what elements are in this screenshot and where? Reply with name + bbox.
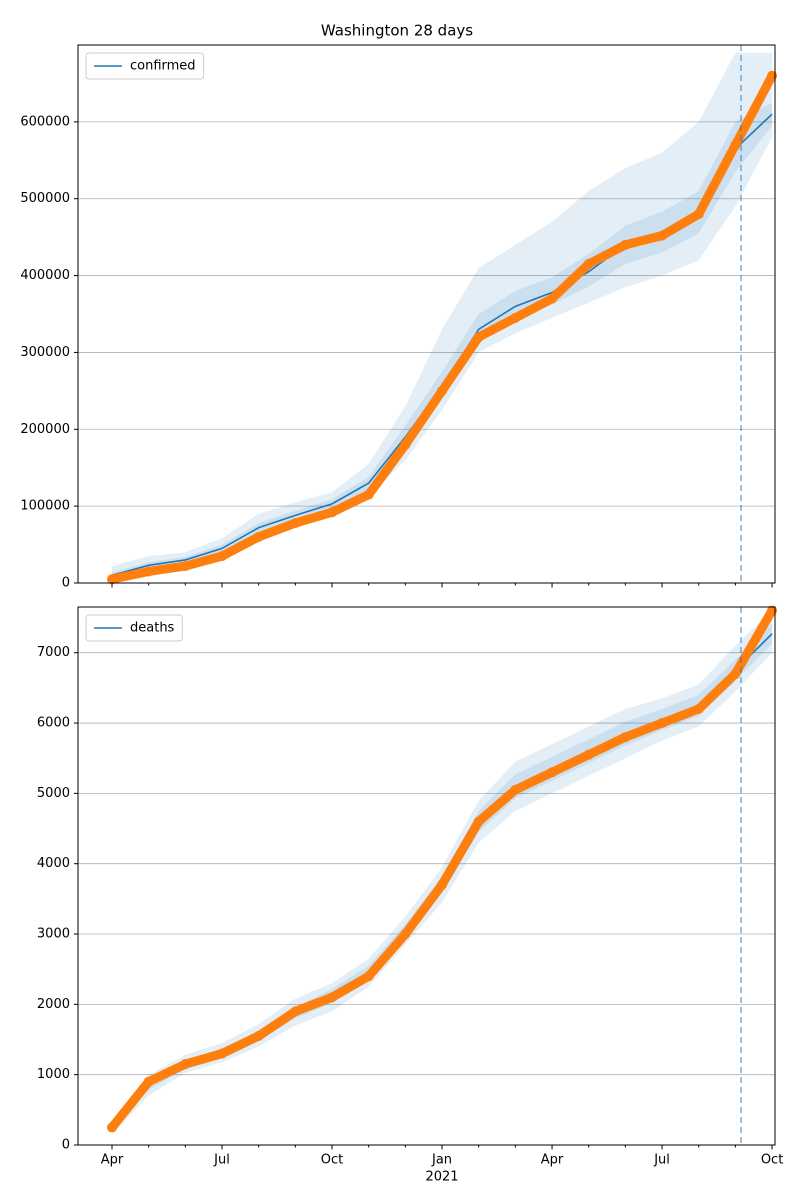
x-tick-label: Apr xyxy=(541,1153,564,1168)
y-tick-label: 0 xyxy=(62,1138,70,1153)
observed-point xyxy=(510,312,521,323)
observed-point xyxy=(767,70,778,81)
legend-label: confirmed xyxy=(130,59,196,74)
observed-point xyxy=(327,992,338,1003)
y-tick-label: 600000 xyxy=(20,114,70,129)
observed-point xyxy=(693,209,704,220)
observed-point xyxy=(107,574,117,585)
observed-point xyxy=(547,293,558,304)
y-tick-label: 200000 xyxy=(20,422,70,437)
observed-point xyxy=(473,332,484,343)
chart-title: Washington 28 days xyxy=(321,22,473,40)
observed-point xyxy=(363,489,374,500)
observed-point xyxy=(253,531,264,542)
y-tick-label: 100000 xyxy=(20,499,70,514)
legend-box xyxy=(85,52,205,80)
observed-point xyxy=(583,749,594,760)
y-tick-label: 5000 xyxy=(37,786,70,801)
observed-point xyxy=(143,566,154,577)
observed-point xyxy=(730,139,741,150)
observed-point xyxy=(620,239,631,250)
y-tick-label: 2000 xyxy=(37,997,70,1012)
observed-point xyxy=(583,259,594,270)
observed-point xyxy=(253,1030,264,1041)
legend-box xyxy=(85,614,183,642)
x-tick-label: Oct xyxy=(321,1153,343,1168)
x-tick-label: Apr xyxy=(101,1153,124,1168)
observed-point xyxy=(620,732,631,743)
x-tick-label: Oct xyxy=(761,1153,783,1168)
observed-point xyxy=(510,784,521,795)
observed-point xyxy=(693,703,704,714)
y-tick-label: 0 xyxy=(62,576,70,591)
x-tick-label: Jul xyxy=(653,1153,670,1168)
x-sublabel: 2021 xyxy=(425,1170,458,1185)
observed-point xyxy=(143,1076,154,1087)
observed-point xyxy=(217,551,228,562)
y-tick-label: 3000 xyxy=(37,927,70,942)
observed-point xyxy=(107,1122,117,1133)
axes-frame xyxy=(77,606,776,1146)
observed-point xyxy=(217,1048,228,1059)
observed-point xyxy=(657,718,668,729)
y-tick-label: 500000 xyxy=(20,191,70,206)
observed-point xyxy=(437,879,448,890)
y-tick-label: 7000 xyxy=(37,645,70,660)
band xyxy=(112,52,773,582)
observed-point xyxy=(363,971,374,982)
x-tick-label: Jul xyxy=(213,1153,230,1168)
observed-point xyxy=(400,929,411,940)
observed-point xyxy=(400,439,411,450)
y-tick-label: 6000 xyxy=(37,716,70,731)
observed-point xyxy=(473,816,484,827)
observed-point xyxy=(327,507,338,518)
observed-point xyxy=(437,385,448,396)
x-tick-label: Jan xyxy=(431,1153,452,1168)
axes-frame xyxy=(77,44,776,584)
y-tick-label: 4000 xyxy=(37,856,70,871)
observed-point xyxy=(547,767,558,778)
observed-point xyxy=(290,518,301,529)
observed-point xyxy=(730,668,741,679)
y-tick-label: 1000 xyxy=(37,1067,70,1082)
observed-point xyxy=(180,1059,191,1070)
legend-label: deaths xyxy=(130,621,175,636)
y-tick-label: 400000 xyxy=(20,268,70,283)
observed-point xyxy=(290,1006,301,1017)
observed-point xyxy=(657,230,668,241)
y-tick-label: 300000 xyxy=(20,345,70,360)
observed-point xyxy=(180,561,191,572)
